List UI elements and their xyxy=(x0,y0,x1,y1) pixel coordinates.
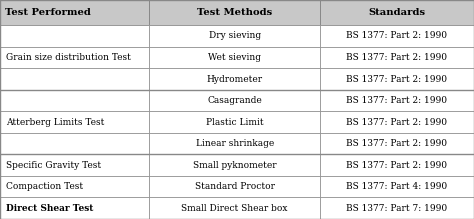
Bar xyxy=(149,133,320,154)
Bar xyxy=(0,154,149,176)
Bar xyxy=(0,198,149,219)
Bar xyxy=(320,176,474,198)
Text: Test Performed: Test Performed xyxy=(5,8,91,17)
Bar xyxy=(149,47,320,68)
Bar xyxy=(0,25,149,47)
Bar xyxy=(0,0,149,25)
Bar xyxy=(320,68,474,90)
Bar xyxy=(149,176,320,198)
Text: BS 1377: Part 2: 1990: BS 1377: Part 2: 1990 xyxy=(346,96,447,105)
Bar xyxy=(0,111,149,133)
Text: BS 1377: Part 4: 1990: BS 1377: Part 4: 1990 xyxy=(346,182,447,191)
Text: Plastic Limit: Plastic Limit xyxy=(206,118,264,127)
Bar xyxy=(320,198,474,219)
Text: Hydrometer: Hydrometer xyxy=(207,74,263,83)
Bar xyxy=(320,90,474,111)
Bar xyxy=(149,90,320,111)
Bar xyxy=(149,25,320,47)
Bar xyxy=(149,0,320,25)
Bar xyxy=(320,111,474,133)
Text: Standards: Standards xyxy=(368,8,426,17)
Bar xyxy=(0,176,149,198)
Bar xyxy=(0,133,149,154)
Text: BS 1377: Part 2: 1990: BS 1377: Part 2: 1990 xyxy=(346,74,447,83)
Text: BS 1377: Part 2: 1990: BS 1377: Part 2: 1990 xyxy=(346,161,447,170)
Text: Atterberg Limits Test: Atterberg Limits Test xyxy=(6,118,104,127)
Text: Standard Proctor: Standard Proctor xyxy=(195,182,274,191)
Text: BS 1377: Part 2: 1990: BS 1377: Part 2: 1990 xyxy=(346,53,447,62)
Text: Linear shrinkage: Linear shrinkage xyxy=(195,139,274,148)
Text: Grain size distribution Test: Grain size distribution Test xyxy=(6,53,130,62)
Text: Small Direct Shear box: Small Direct Shear box xyxy=(182,204,288,213)
Text: Small pyknometer: Small pyknometer xyxy=(193,161,276,170)
Text: Direct Shear Test: Direct Shear Test xyxy=(6,204,93,213)
Bar xyxy=(0,47,149,68)
Text: BS 1377: Part 7: 1990: BS 1377: Part 7: 1990 xyxy=(346,204,447,213)
Text: BS 1377: Part 2: 1990: BS 1377: Part 2: 1990 xyxy=(346,118,447,127)
Bar xyxy=(320,0,474,25)
Text: Casagrande: Casagrande xyxy=(207,96,262,105)
Bar xyxy=(149,154,320,176)
Bar xyxy=(320,25,474,47)
Bar xyxy=(320,47,474,68)
Bar xyxy=(149,68,320,90)
Text: Dry sieving: Dry sieving xyxy=(209,32,261,41)
Bar xyxy=(149,198,320,219)
Text: Compaction Test: Compaction Test xyxy=(6,182,83,191)
Bar xyxy=(320,154,474,176)
Text: Wet sieving: Wet sieving xyxy=(208,53,261,62)
Text: Test Methods: Test Methods xyxy=(197,8,272,17)
Bar xyxy=(0,90,149,111)
Bar xyxy=(0,68,149,90)
Text: BS 1377: Part 2: 1990: BS 1377: Part 2: 1990 xyxy=(346,32,447,41)
Bar xyxy=(320,133,474,154)
Text: Specific Gravity Test: Specific Gravity Test xyxy=(6,161,101,170)
Bar xyxy=(149,111,320,133)
Text: BS 1377: Part 2: 1990: BS 1377: Part 2: 1990 xyxy=(346,139,447,148)
